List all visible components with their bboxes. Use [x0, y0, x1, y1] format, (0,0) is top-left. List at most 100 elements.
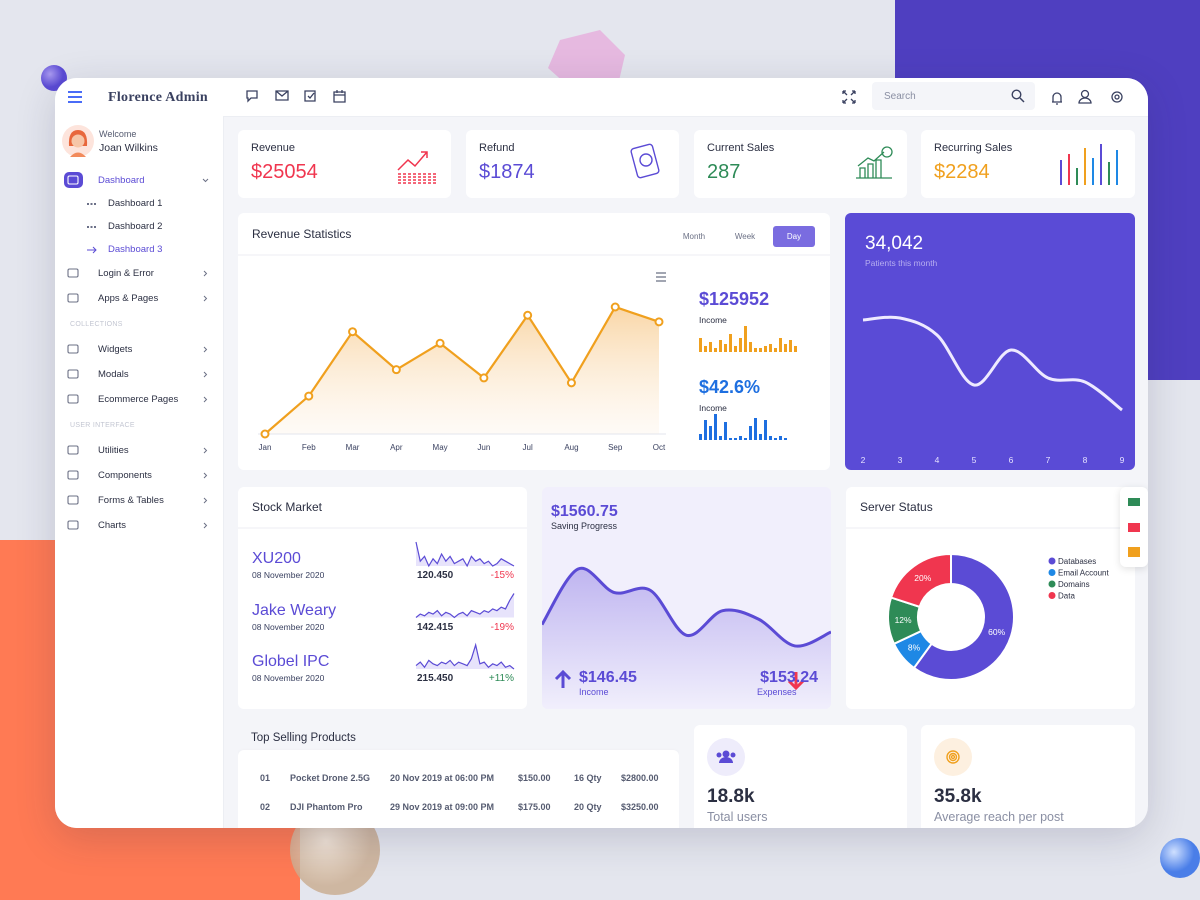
nav-subitem[interactable]: Dashboard 1 [108, 198, 163, 209]
tab-active [773, 226, 815, 247]
mini-bar [729, 438, 732, 440]
mini-bar [774, 438, 777, 440]
tab[interactable]: Month [682, 232, 706, 241]
stat-icon [639, 153, 653, 167]
menu-toggle[interactable] [68, 91, 82, 103]
tab[interactable]: Day [786, 232, 802, 241]
x-tick-label: May [433, 443, 448, 452]
nav-icon [67, 344, 79, 354]
x-tick-label: Jan [259, 443, 272, 452]
nav-item[interactable]: Components [98, 470, 152, 481]
donut-slice [889, 552, 952, 609]
donut-slice [912, 552, 1015, 681]
line [542, 566, 831, 648]
nav-chevron [203, 270, 208, 277]
avatar[interactable] [61, 124, 95, 158]
nav-item[interactable]: Modals [98, 369, 129, 380]
nav-item[interactable]: Charts [98, 520, 126, 531]
chat-icon[interactable] [246, 90, 258, 103]
settings-icon[interactable] [1111, 91, 1123, 103]
nav-subitem[interactable]: Dashboard 2 [108, 221, 163, 232]
panel-title: Server Status [860, 500, 933, 514]
quick-tool-icons[interactable] [1120, 487, 1148, 567]
x-tick-label: 4 [935, 455, 940, 465]
dashboard-window: Florence Admin Welcome Joan Wilkins Dash… [55, 78, 1148, 828]
stock-change: +11% [488, 673, 514, 684]
legend-entry[interactable]: Databases [1058, 557, 1096, 566]
x-tick-label: Jul [523, 443, 533, 452]
legend-entry[interactable]: Domains [1058, 580, 1090, 589]
sparkline-area [416, 542, 514, 566]
task-icon[interactable] [304, 90, 316, 102]
mini-bar [719, 340, 722, 352]
table-cell: $150.00 [518, 773, 551, 783]
chart [934, 738, 972, 776]
bell-icon[interactable] [1052, 92, 1062, 105]
expenses-value: $153.24 [760, 669, 818, 686]
nav-icon [67, 495, 79, 505]
nav-item[interactable]: Apps & Pages [98, 293, 159, 304]
nav-item[interactable]: Dashboard [98, 175, 145, 186]
nav-icon [67, 293, 79, 303]
chart-menu [656, 272, 666, 282]
search-icon[interactable] [1011, 89, 1025, 103]
patients-panel: 2 3 4 5 6 7 8 9 34,042 Patients this month [845, 213, 1135, 470]
table-cell: 02 [260, 802, 271, 812]
nav-subitem[interactable]: Dashboard 3 [108, 244, 163, 255]
mini-bar [774, 348, 777, 352]
stock-price: 215.450 [417, 673, 454, 684]
nav-item[interactable]: Utilities [98, 445, 129, 456]
point [479, 373, 489, 383]
mini-bar [749, 342, 752, 352]
nav-chevron [203, 346, 208, 353]
mini-bar [769, 436, 772, 440]
chart [1060, 144, 1118, 185]
x-tick-label: Oct [653, 443, 666, 452]
nav-chevron [203, 522, 208, 529]
user-icon[interactable] [1080, 89, 1090, 99]
mini-bar [734, 346, 737, 352]
stock-name: Globel IPC [252, 653, 330, 670]
nav-icon [67, 394, 79, 404]
down-arrow [787, 672, 805, 691]
nav-item[interactable]: Login & Error [98, 268, 154, 279]
welcome: Welcome [99, 129, 137, 139]
stat-value: $25054 [251, 161, 318, 183]
tab[interactable]: Week [734, 232, 756, 241]
stock-panel: Stock Market XU200 08 November 2020 120.450… [238, 487, 527, 709]
stat-card: Refund $1874 [466, 130, 679, 198]
summary-label: Income [699, 315, 727, 325]
mail-icon[interactable] [275, 90, 289, 101]
nav-chevron [203, 497, 208, 504]
nav-item[interactable]: Widgets [98, 344, 133, 355]
calendar-icon[interactable] [333, 90, 346, 103]
mini-bar [759, 348, 762, 352]
chart [856, 146, 893, 179]
search-box[interactable]: Search [872, 82, 1035, 110]
legend-entry[interactable]: Data [1058, 592, 1075, 601]
legend-entry[interactable]: Email Account [1058, 569, 1109, 578]
sidebar: Florence Admin Welcome Joan Wilkins Dash… [55, 78, 224, 828]
saving-value: $1560.75 [551, 503, 618, 520]
fullscreen-icon[interactable] [842, 90, 856, 104]
patients-label: Patients this month [865, 258, 938, 268]
table-cell: Pocket Drone 2.5G [290, 773, 371, 783]
x-tick-label: 8 [1083, 455, 1088, 465]
x-tick-label: 3 [898, 455, 903, 465]
mini-bar [789, 340, 792, 352]
nav-icon [67, 175, 79, 185]
mini-bar [784, 344, 787, 352]
point [348, 327, 358, 337]
point [435, 338, 445, 348]
mini-bar [699, 434, 702, 440]
nav-item[interactable]: Ecommerce Pages [98, 394, 179, 405]
chart [707, 738, 745, 776]
point [391, 365, 401, 375]
mini-bar [769, 344, 772, 352]
search-placeholder: Search [884, 91, 916, 102]
x-tick-label: 6 [1009, 455, 1014, 465]
nav-item[interactable]: Forms & Tables [98, 495, 164, 506]
chart: 2 3 4 5 6 7 8 9 [861, 315, 1125, 465]
stat-value: $2284 [934, 161, 990, 183]
